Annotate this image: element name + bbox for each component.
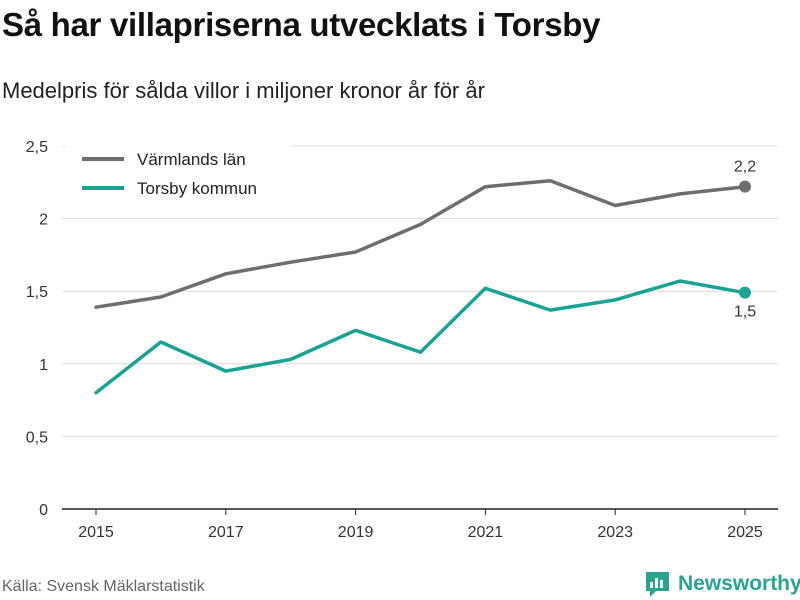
x-tick-label: 2021 (468, 524, 504, 541)
series-end-label-1: 1,5 (734, 304, 756, 321)
legend-box (66, 138, 291, 204)
series-end-marker-0 (739, 180, 751, 193)
newsworthy-brand-name: Newsworthy (678, 572, 800, 595)
x-tick-label: 2025 (727, 524, 763, 541)
x-tick-label: 2015 (78, 524, 114, 541)
series-line-1 (94, 279, 747, 395)
x-tick-label: 2017 (208, 524, 244, 541)
source-note: Källa: Svensk Mäklarstatistik (2, 578, 205, 595)
series-end-marker-1 (739, 286, 751, 299)
legend-label-1: Torsby kommun (137, 179, 257, 198)
x-tick-label: 2019 (338, 524, 374, 541)
y-tick-label: 0 (39, 502, 48, 519)
chart-subtitle: Medelpris för sålda villor i miljoner kr… (2, 78, 485, 103)
series-end-label-0: 2,2 (734, 159, 756, 176)
legend-label-0: Värmlands län (137, 150, 246, 169)
y-tick-label: 1,5 (26, 284, 48, 301)
y-tick-label: 0,5 (26, 429, 48, 446)
series-line-0 (94, 179, 747, 309)
y-tick-label: 2 (39, 212, 48, 229)
x-tick-label: 2023 (597, 524, 633, 541)
newsworthy-logo-icon (646, 572, 669, 597)
y-tick-label: 1 (39, 357, 48, 374)
y-tick-label: 2,5 (26, 139, 48, 156)
line-chart: 0 0,5 1 1,5 2 2,5 2015 2017 2019 2021 2023 2025 2,2 1… (26, 138, 778, 541)
newsworthy-brand[interactable]: Newsworthy (644, 569, 800, 599)
chart-title: Så har villapriserna utvecklats i Torsby (2, 6, 601, 43)
